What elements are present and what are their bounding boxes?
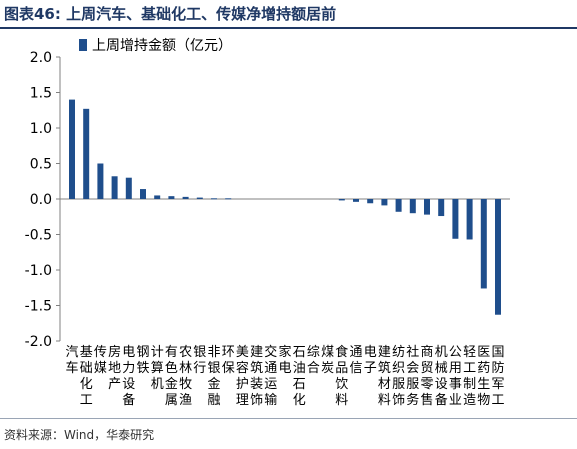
source-note: 资料来源：Wind，华泰研究 [4, 428, 155, 442]
category-label: 银行 [193, 345, 206, 376]
bar [395, 199, 402, 212]
category-label: 煤炭 [321, 345, 334, 376]
bar [125, 177, 132, 199]
category-label: 交通运输 [264, 344, 277, 408]
bar [381, 199, 388, 206]
category-label: 电力设备 [122, 345, 135, 408]
category-label: 家电 [278, 344, 291, 376]
bar [338, 199, 345, 201]
bar [211, 198, 217, 200]
category-label: 传媒 [94, 345, 107, 376]
bar [69, 99, 75, 199]
bar [409, 199, 416, 214]
category-label: 商贸零售 [420, 345, 433, 408]
category-label: 国防军工 [491, 345, 504, 408]
category-label: 公用事业 [449, 345, 462, 408]
category-label: 钢铁 [136, 345, 149, 376]
bar [111, 176, 118, 199]
y-tick-label: 1.5 [30, 86, 52, 102]
category-label: 非银金融 [207, 345, 220, 408]
bar [168, 196, 175, 199]
category-label: 纺织服饰 [392, 345, 405, 408]
bar [182, 196, 189, 199]
category-label: 综合 [307, 345, 320, 376]
bar [452, 199, 459, 239]
bar [140, 189, 146, 199]
category-label: 美容护理 [236, 345, 249, 408]
bar [424, 199, 430, 215]
bar [466, 199, 473, 240]
bar [495, 199, 501, 315]
y-tick-label: -1.5 [25, 299, 52, 315]
category-label: 社会服务 [406, 344, 419, 408]
category-label: 通信 [349, 345, 362, 376]
category-label: 电子 [364, 345, 377, 376]
category-label: 建筑材料 [378, 345, 391, 408]
bar [196, 197, 203, 199]
category-label: 轻工制造 [463, 345, 476, 408]
bar [438, 199, 445, 217]
category-label: 汽车 [65, 345, 78, 376]
chart-title: 图表46: 上周汽车、基础化工、传媒净增持额居前 [4, 5, 337, 23]
bar [97, 163, 104, 199]
category-label: 房地产 [108, 344, 121, 392]
y-tick-label: 2.0 [30, 50, 52, 66]
category-label: 医药生物 [477, 345, 490, 408]
category-label: 有色金属 [165, 345, 178, 408]
category-label: 机械设备 [435, 345, 448, 408]
bar [154, 195, 161, 199]
title-bar: 图表46: 上周汽车、基础化工、传媒净增持额居前 [0, 0, 577, 26]
y-tick-label: 1.0 [30, 121, 52, 137]
y-tick-label: -2.0 [25, 334, 52, 350]
y-tick-label: 0.0 [30, 192, 52, 208]
category-label: 建筑装饰 [250, 345, 263, 408]
bar [480, 199, 487, 289]
category-label: 石油石化 [293, 345, 306, 408]
legend-label: 上周增持金额（亿元） [92, 38, 232, 54]
source-divider [0, 418, 577, 419]
bar [367, 199, 374, 204]
y-tick-label: -1.0 [25, 263, 52, 279]
category-label: 食品饮料 [335, 344, 348, 408]
bar [353, 199, 359, 202]
legend-swatch [79, 39, 87, 51]
bar-chart: 2.0 1.5 1.0 0.5 0.0 -0.5 -1.0 -1.5 -2.0 汽车基础化工传媒房… [25, 38, 510, 408]
category-label: 环保 [222, 345, 235, 376]
y-tick-label: -0.5 [25, 228, 52, 244]
category-label: 计算机 [151, 345, 164, 392]
category-label: 基础化工 [80, 345, 93, 408]
category-label: 农林牧渔 [179, 345, 192, 408]
y-tick-label: 0.5 [30, 157, 52, 173]
title-divider [0, 27, 577, 29]
bar [83, 108, 90, 199]
bar [225, 198, 232, 200]
